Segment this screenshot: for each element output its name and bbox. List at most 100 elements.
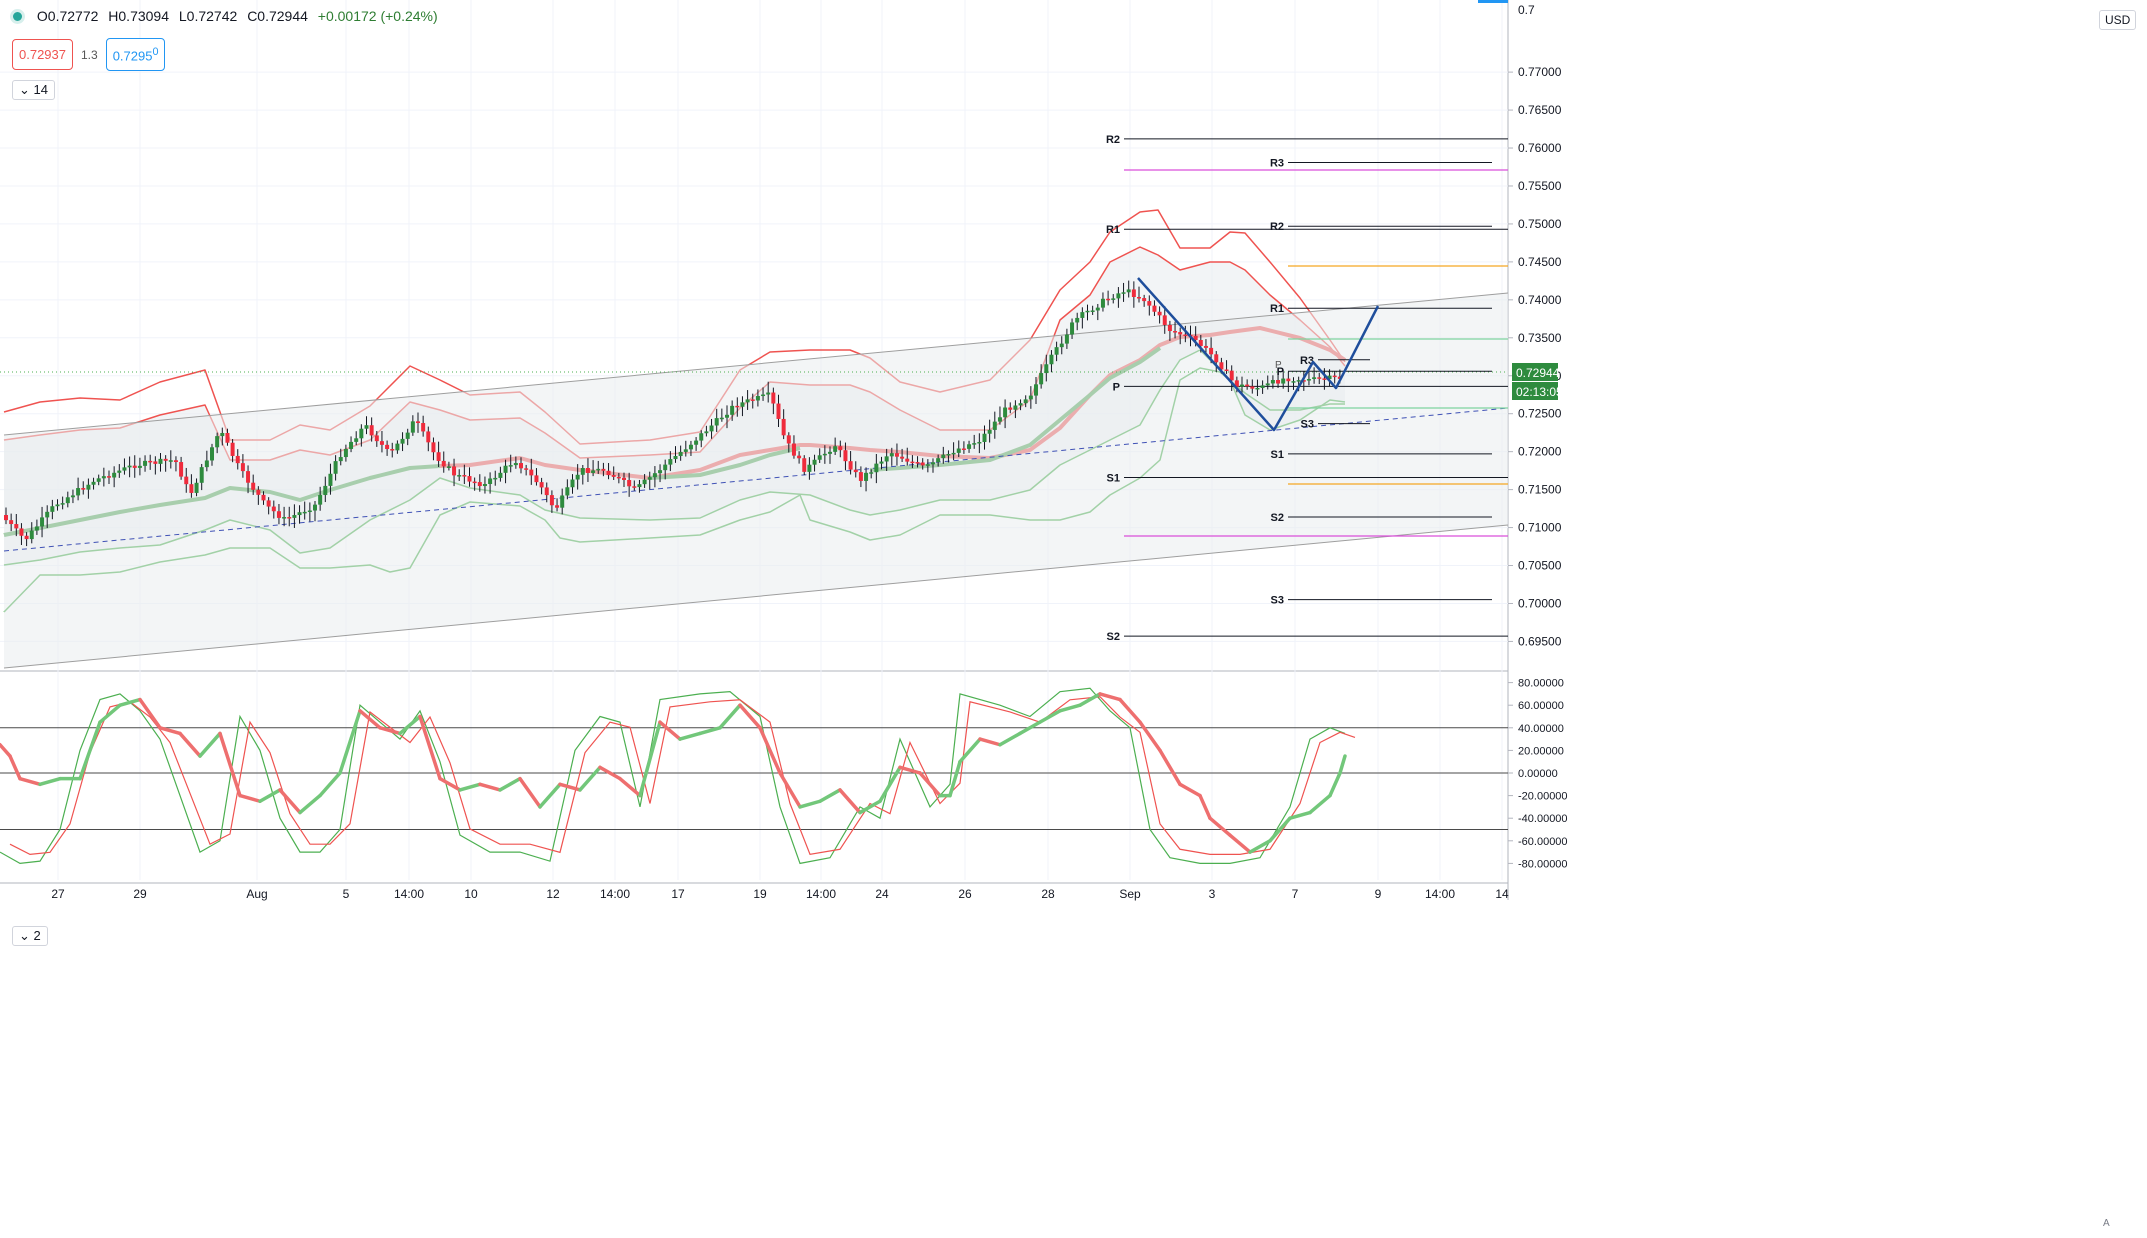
pattern-label-p: P — [1275, 360, 1282, 371]
status-dot-icon — [10, 9, 25, 24]
candle-body — [1173, 331, 1178, 333]
osc-main-segment — [618, 776, 642, 798]
candle-body — [400, 438, 405, 444]
time-label: 5 — [343, 887, 350, 901]
candle-body — [1034, 384, 1038, 396]
osc-main-segment — [858, 799, 882, 815]
osc-main-segment — [698, 726, 722, 736]
osc-label: -60.00000 — [1518, 836, 1568, 848]
candle-body — [1224, 369, 1229, 371]
candle-body — [313, 504, 317, 511]
candle-body — [488, 478, 493, 484]
pivot-label: S2 — [1107, 631, 1120, 643]
candle-body — [565, 487, 570, 496]
candle-body — [925, 464, 930, 466]
buy-button[interactable]: 0.72950 — [105, 38, 166, 72]
candle-body — [601, 468, 606, 471]
candle-body — [1183, 334, 1188, 336]
candle-body — [1240, 384, 1244, 387]
candle-body — [1198, 340, 1203, 346]
candle-body — [446, 466, 451, 468]
pivot-label: R2 — [1270, 221, 1284, 233]
candle-body — [828, 451, 832, 454]
oscillator-collapse-button[interactable]: ⌄ 2 — [12, 926, 48, 946]
osc-main-segment — [218, 731, 242, 798]
axes: 27 29 Aug 5 14:00 10 12 14:00 17 19 14:00 24 26 28 Sep… — [51, 0, 2110, 1229]
candle-body — [328, 473, 333, 486]
candle-body — [184, 476, 189, 485]
candle-body — [431, 442, 436, 453]
candle-body — [19, 528, 24, 536]
candle-body — [246, 471, 251, 483]
candle-body — [410, 421, 415, 433]
candle-body — [338, 457, 343, 462]
osc-main-segment — [918, 771, 942, 798]
pivot-label: S3 — [1271, 595, 1284, 607]
candle-body — [647, 477, 652, 480]
candle-body — [1044, 364, 1049, 374]
candle-body — [905, 458, 910, 462]
osc-main-segment — [1138, 720, 1162, 753]
pivot-levels: R2 R1 P S1 S2 R3 R2 R1 P S1 S2 S3 R3 S3 — [1106, 134, 1508, 643]
candle-body — [235, 455, 240, 464]
osc-main-segment — [758, 726, 782, 775]
time-label: 3 — [1209, 887, 1216, 901]
candle-body — [539, 482, 544, 488]
candle-body — [1018, 403, 1023, 406]
last-price-text: 0.72944 — [1516, 366, 1560, 380]
candle-body — [256, 489, 261, 495]
currency-badge[interactable]: USD — [2099, 10, 2137, 30]
candle-body — [946, 453, 951, 456]
price-label: 0.72000 — [1518, 445, 1562, 459]
time-label: 19 — [753, 887, 767, 901]
candle-body — [426, 431, 431, 443]
trade-boxes: 0.72937 1.3 0.72950 — [12, 38, 166, 72]
sell-button[interactable]: 0.72937 — [12, 39, 73, 71]
oscillator-count: 2 — [33, 928, 41, 943]
candle-body — [1142, 298, 1147, 302]
osc-main-segment — [678, 731, 702, 741]
candle-body — [333, 461, 338, 474]
candle-body — [390, 449, 395, 451]
candle-body — [776, 403, 781, 419]
countdown-text: 02:13:05 — [1516, 385, 1563, 399]
indicator-collapse-button[interactable]: ⌄ 14 — [12, 80, 55, 100]
candle-body — [920, 462, 925, 466]
candle-body — [802, 458, 807, 472]
candle-body — [853, 469, 858, 473]
osc-main-segment — [658, 720, 682, 741]
candle-body — [549, 495, 554, 506]
candle-body — [1301, 380, 1306, 382]
candle-body — [395, 443, 400, 451]
candle-body — [807, 464, 812, 472]
time-label: 14:00 — [1425, 887, 1455, 901]
buy-price-sup: 0 — [152, 46, 159, 58]
candle-body — [632, 486, 637, 488]
time-label: 24 — [875, 887, 889, 901]
candle-body — [385, 444, 390, 450]
pattern-line — [1137, 277, 1380, 432]
candle-body — [271, 506, 276, 512]
pivot-label: P — [1113, 381, 1120, 393]
candle-body — [482, 483, 487, 487]
osc-main-segment — [898, 765, 922, 775]
candle-body — [1229, 370, 1234, 381]
pivot-label: R2 — [1106, 134, 1120, 146]
candle-body — [65, 497, 70, 504]
candle-body — [894, 453, 899, 457]
osc-main-segment — [538, 782, 562, 809]
auto-scale-icon: A — [2103, 1218, 2110, 1229]
candle-body — [755, 396, 760, 401]
candlestick-series[interactable] — [4, 280, 1342, 547]
candle-body — [1260, 385, 1265, 388]
candle-body — [76, 488, 81, 496]
osc-main-segment — [1118, 697, 1142, 724]
time-label: 10 — [464, 887, 478, 901]
candle-body — [1106, 298, 1111, 301]
candle-body — [307, 510, 312, 513]
price-label: 0.77000 — [1518, 65, 1562, 79]
osc-main-segment — [258, 788, 282, 803]
candle-body — [663, 464, 668, 471]
osc-main-segment — [1288, 810, 1312, 820]
